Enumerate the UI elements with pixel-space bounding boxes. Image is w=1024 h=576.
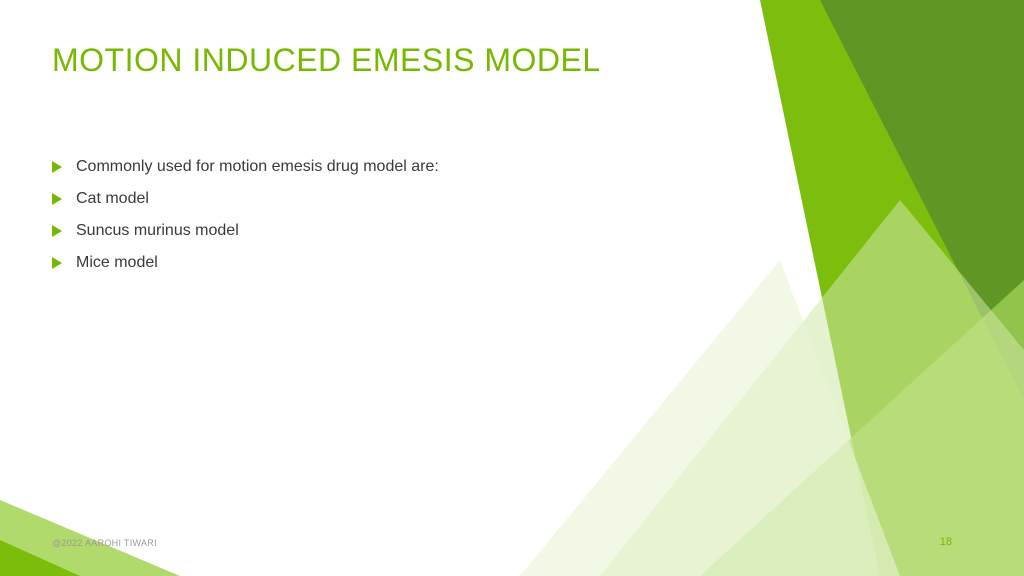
bullet-text: Mice model xyxy=(76,254,158,272)
bullet-marker-icon xyxy=(52,257,62,269)
bullet-item: Mice model xyxy=(52,254,652,272)
decorative-background xyxy=(0,0,1024,576)
bullet-item: Commonly used for motion emesis drug mod… xyxy=(52,158,652,176)
bullet-text: Cat model xyxy=(76,190,149,208)
bullet-marker-icon xyxy=(52,161,62,173)
bullet-item: Suncus murinus model xyxy=(52,222,652,240)
bullet-item: Cat model xyxy=(52,190,652,208)
bullet-text: Commonly used for motion emesis drug mod… xyxy=(76,158,439,176)
page-number: 18 xyxy=(940,536,952,548)
bullet-marker-icon xyxy=(52,193,62,205)
slide-title: MOTION INDUCED EMESIS MODEL xyxy=(52,42,601,79)
slide: MOTION INDUCED EMESIS MODEL Commonly use… xyxy=(0,0,1024,576)
bullet-marker-icon xyxy=(52,225,62,237)
bullet-text: Suncus murinus model xyxy=(76,222,239,240)
footer-credit: @2022 AAROHI TIWARI xyxy=(52,538,157,548)
bullet-list: Commonly used for motion emesis drug mod… xyxy=(52,158,652,286)
